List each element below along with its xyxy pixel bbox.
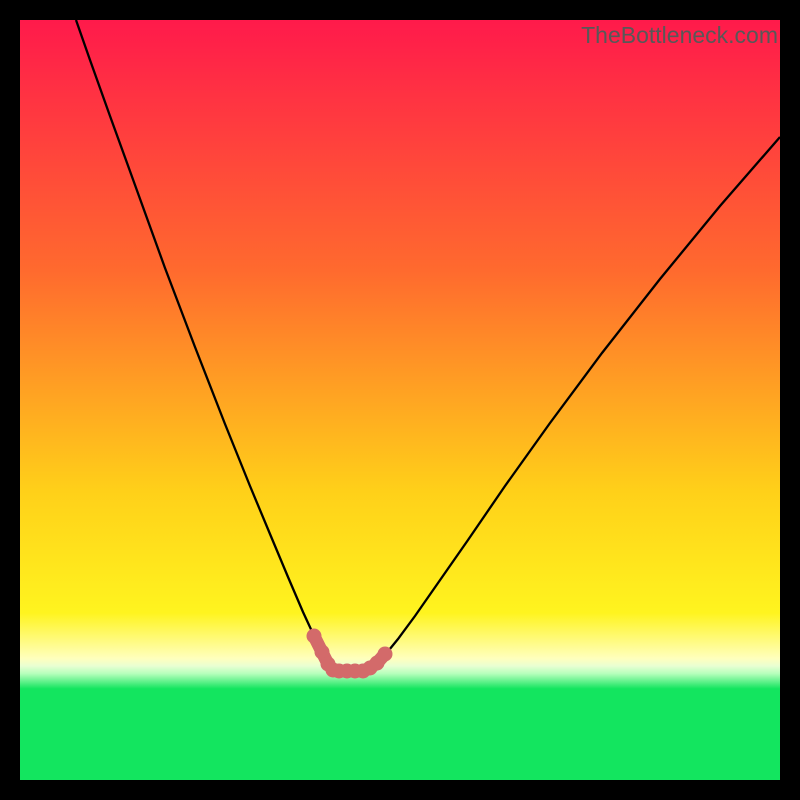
curve-svg: [20, 20, 780, 780]
bottom-overlay-marker: [378, 647, 393, 662]
bottom-overlay-group: [307, 629, 393, 679]
bottleneck-curve: [76, 20, 780, 671]
plot-area: [20, 20, 780, 780]
chart-frame: TheBottleneck.com: [0, 0, 800, 800]
bottom-overlay-marker: [307, 629, 322, 644]
watermark-text: TheBottleneck.com: [581, 22, 778, 49]
